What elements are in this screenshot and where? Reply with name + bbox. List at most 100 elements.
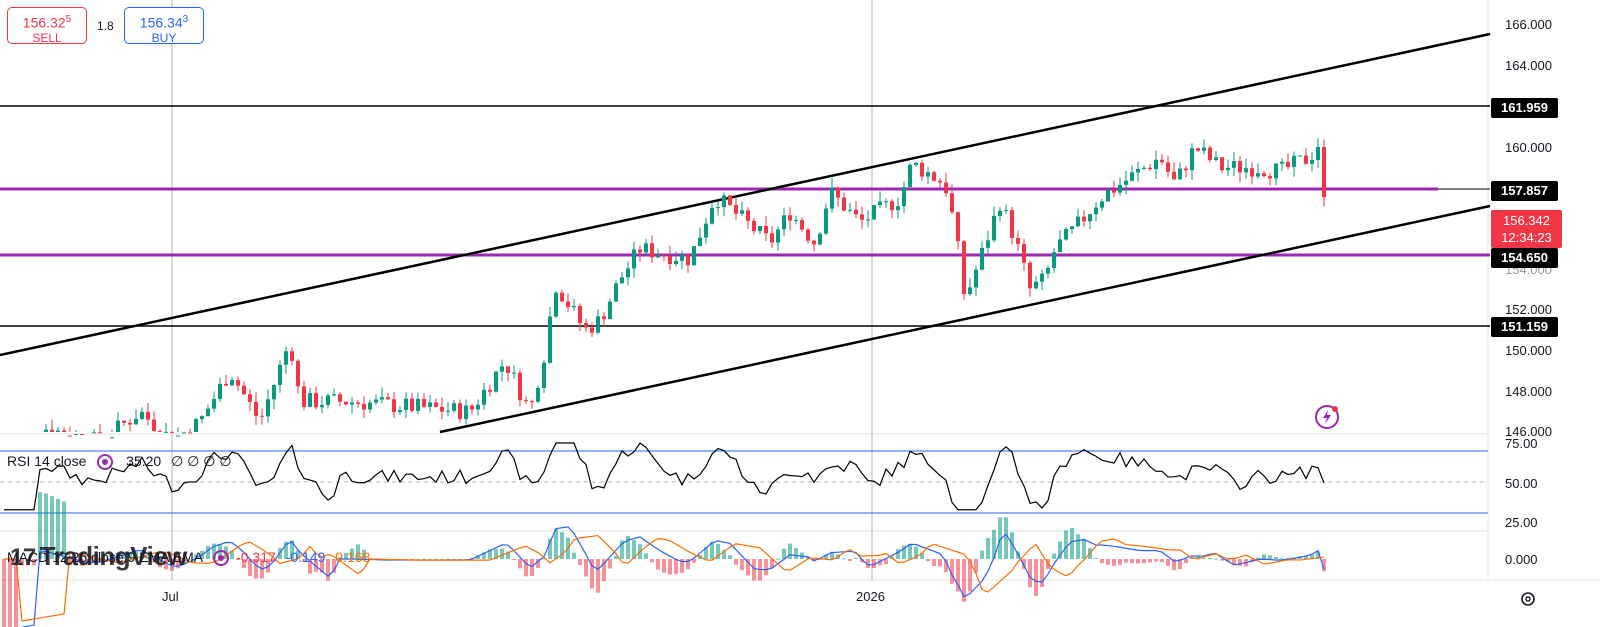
macd-histogram-bar [740,559,744,571]
candle-body [266,399,270,417]
candle-body [386,397,390,400]
candle-body [80,434,84,436]
candle-body [56,430,60,432]
macd-histogram-bar [1076,534,1080,559]
chart-settings-icon[interactable] [1518,589,1538,609]
candle-body [668,255,672,265]
candle-body [350,402,354,405]
macd-histogram-bar [608,559,612,569]
candle-body [590,327,594,333]
candle-body [1148,167,1152,170]
candle-body [278,364,282,385]
level-tag-157857[interactable]: 157.857 [1491,181,1558,201]
macd-histogram-bar [968,559,972,592]
macd-histogram-bar [818,558,822,560]
level-tag-151159[interactable]: 151.159 [1491,317,1558,337]
candle-body [470,405,474,410]
macd-histogram-bar [476,555,480,559]
sell-button[interactable]: 156.325 SELL [7,7,87,44]
candle-body [962,241,966,295]
macd-histogram-bar [908,543,912,559]
candle-body [380,397,384,400]
macd-histogram-bar [1052,553,1056,559]
candle-body [782,215,786,230]
macd-histogram-bar [482,552,486,559]
macd-title: MACD 12 26 close 9 EMA EMA [7,549,203,565]
candle-body [974,269,978,288]
macd-histogram-bar [848,559,852,561]
candle-body [596,316,600,333]
macd-histogram-bar [854,557,858,559]
level-tag-161959[interactable]: 161.959 [1491,98,1558,118]
macd-histogram-bar [1154,559,1158,562]
candle-body [1226,167,1230,171]
candle-body [296,360,300,387]
macd-histogram-bar [320,559,324,573]
candle-body [1244,168,1248,173]
candle-body [62,430,66,432]
macd-histogram-bar [134,551,138,559]
macd-histogram-bar [584,559,588,577]
candle-body [368,402,372,410]
candle-body [1298,155,1302,157]
candle-body [914,162,918,165]
macd-histogram-bar [548,538,552,559]
candle-body [566,301,570,308]
macd-histogram-bar [1130,559,1134,564]
sell-price-sup: 5 [65,14,72,25]
macd-histogram-bar [602,559,606,582]
candle-body [188,432,192,434]
candle-body [1250,168,1254,177]
candle-body [230,380,234,386]
macd-histogram-bar [704,547,708,559]
candle-body [776,229,780,243]
macd-histogram-bar [464,558,468,560]
macd-histogram-bar [44,493,48,559]
macd-histogram-bar [1040,559,1044,587]
bar-countdown: 12:34:23 [1501,230,1552,245]
rsi-tick: 25.00 [1505,515,1538,530]
macd-histogram-bar [722,549,726,559]
macd-legend[interactable]: MACD 12 26 close 9 EMA EMA -0.317 -0.149… [7,549,370,567]
macd-histogram-bar [1034,559,1038,596]
candle-body [1010,210,1014,238]
macd-histogram-bar [536,559,540,568]
candle-body [794,220,798,222]
macd-histogram-bar [164,559,168,570]
flash-icon[interactable] [1313,403,1341,431]
macd-histogram-bar [524,559,528,577]
indicator-settings-icon[interactable] [96,453,114,471]
macd-histogram-bar [734,559,738,565]
level-tag-154650[interactable]: 154.650 [1491,248,1558,268]
candle-body [314,393,318,408]
macd-hist-value: -0.317 [236,549,276,565]
macd-histogram-bar [860,559,864,563]
candle-body [284,351,288,365]
candle-body [920,162,924,177]
candle-body [1160,159,1164,163]
candle-body [836,187,840,198]
macd-histogram-bar [620,540,624,559]
macd-histogram-bar [62,501,66,559]
buy-button[interactable]: 156.343 BUY [124,7,204,44]
macd-histogram-bar [1232,559,1236,566]
macd-histogram-bar [14,559,18,627]
candle-body [482,389,486,405]
candle-body [878,201,882,206]
candle-body [392,399,396,413]
candle-body [152,419,156,431]
spread-value: 1.8 [97,19,114,33]
macd-histogram-bar [110,555,114,559]
macd-histogram-bar [206,545,210,559]
macd-histogram-bar [176,559,180,569]
macd-histogram-bar [1202,557,1206,559]
indicator-settings-icon[interactable] [212,549,230,567]
macd-histogram-bar [248,559,252,576]
macd-histogram-bar [308,559,312,574]
candle-body [632,249,636,269]
candle-body [1118,184,1122,193]
rsi-tick: 75.00 [1505,436,1538,451]
rsi-legend[interactable]: RSI 14 close 35.20 ∅ ∅ ∅ ∅ [7,453,232,471]
macd-histogram-bar [716,544,720,559]
